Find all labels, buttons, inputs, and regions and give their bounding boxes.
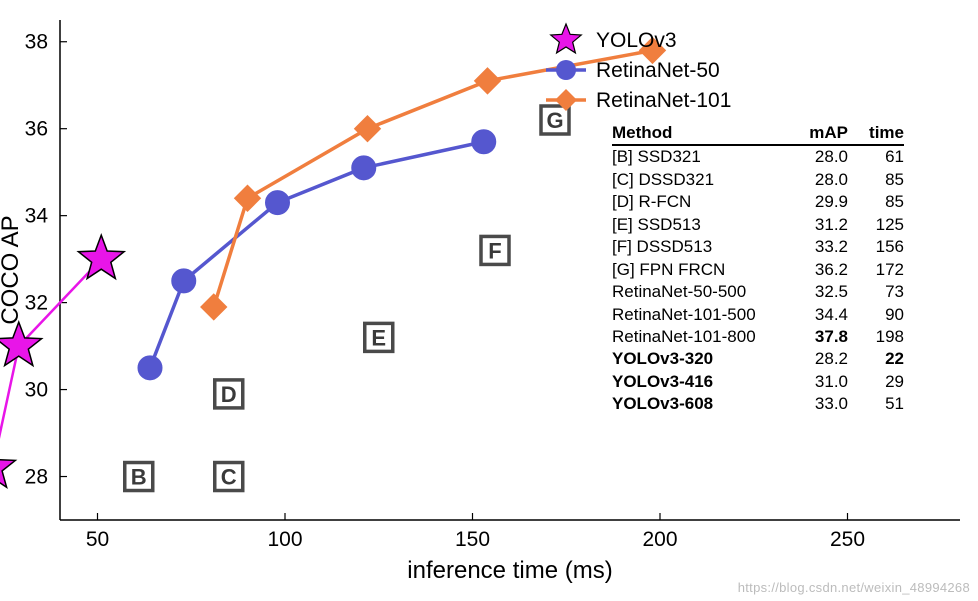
legend-label-RetinaNet-50: RetinaNet-50 (596, 59, 720, 82)
svg-text:30: 30 (25, 379, 48, 402)
table-row: RetinaNet-101-80037.8198 (612, 326, 904, 348)
svg-text:G: G (546, 108, 563, 133)
legend-label-YOLOv3: YOLOv3 (596, 29, 677, 52)
svg-text:32: 32 (25, 292, 48, 315)
table-row: [E] SSD51331.2125 (612, 214, 904, 236)
svg-text:36: 36 (25, 118, 48, 141)
table-row: RetinaNet-101-50034.490 (612, 304, 904, 326)
watermark-text: https://blog.csdn.net/weixin_48994268 (738, 580, 970, 595)
table-row: RetinaNet-50-50032.573 (612, 281, 904, 303)
svg-text:50: 50 (86, 528, 109, 551)
table-row: YOLOv3-32028.222 (612, 348, 904, 370)
table-row: [D] R-FCN29.985 (612, 191, 904, 213)
svg-text:D: D (221, 382, 237, 407)
table-row: [F] DSSD51333.2156 (612, 236, 904, 258)
method-table: MethodmAPtime[B] SSD32128.061[C] DSSD321… (612, 122, 904, 416)
svg-text:E: E (371, 325, 386, 350)
series-line-RetinaNet-50 (150, 142, 484, 368)
table-row: [B] SSD32128.061 (612, 146, 904, 168)
svg-text:B: B (131, 465, 147, 490)
y-axis-label: COCO AP (0, 215, 24, 324)
table-header-method: Method (612, 122, 792, 144)
svg-text:34: 34 (25, 205, 49, 228)
legend-label-RetinaNet-101: RetinaNet-101 (596, 89, 731, 112)
table-header-time: time (848, 122, 904, 144)
svg-text:250: 250 (830, 528, 865, 551)
table-row: YOLOv3-60833.051 (612, 393, 904, 415)
svg-text:100: 100 (267, 528, 302, 551)
series-line-RetinaNet-101 (214, 50, 653, 307)
table-row: [C] DSSD32128.085 (612, 169, 904, 191)
table-row: YOLOv3-41631.029 (612, 371, 904, 393)
svg-text:150: 150 (455, 528, 490, 551)
svg-text:200: 200 (642, 528, 677, 551)
svg-text:C: C (221, 465, 237, 490)
x-axis-label: inference time (ms) (407, 557, 612, 584)
table-header-map: mAP (792, 122, 848, 144)
svg-text:38: 38 (25, 31, 48, 54)
svg-text:F: F (488, 238, 501, 263)
svg-text:28: 28 (25, 466, 48, 489)
table-row: [G] FPN FRCN36.2172 (612, 259, 904, 281)
